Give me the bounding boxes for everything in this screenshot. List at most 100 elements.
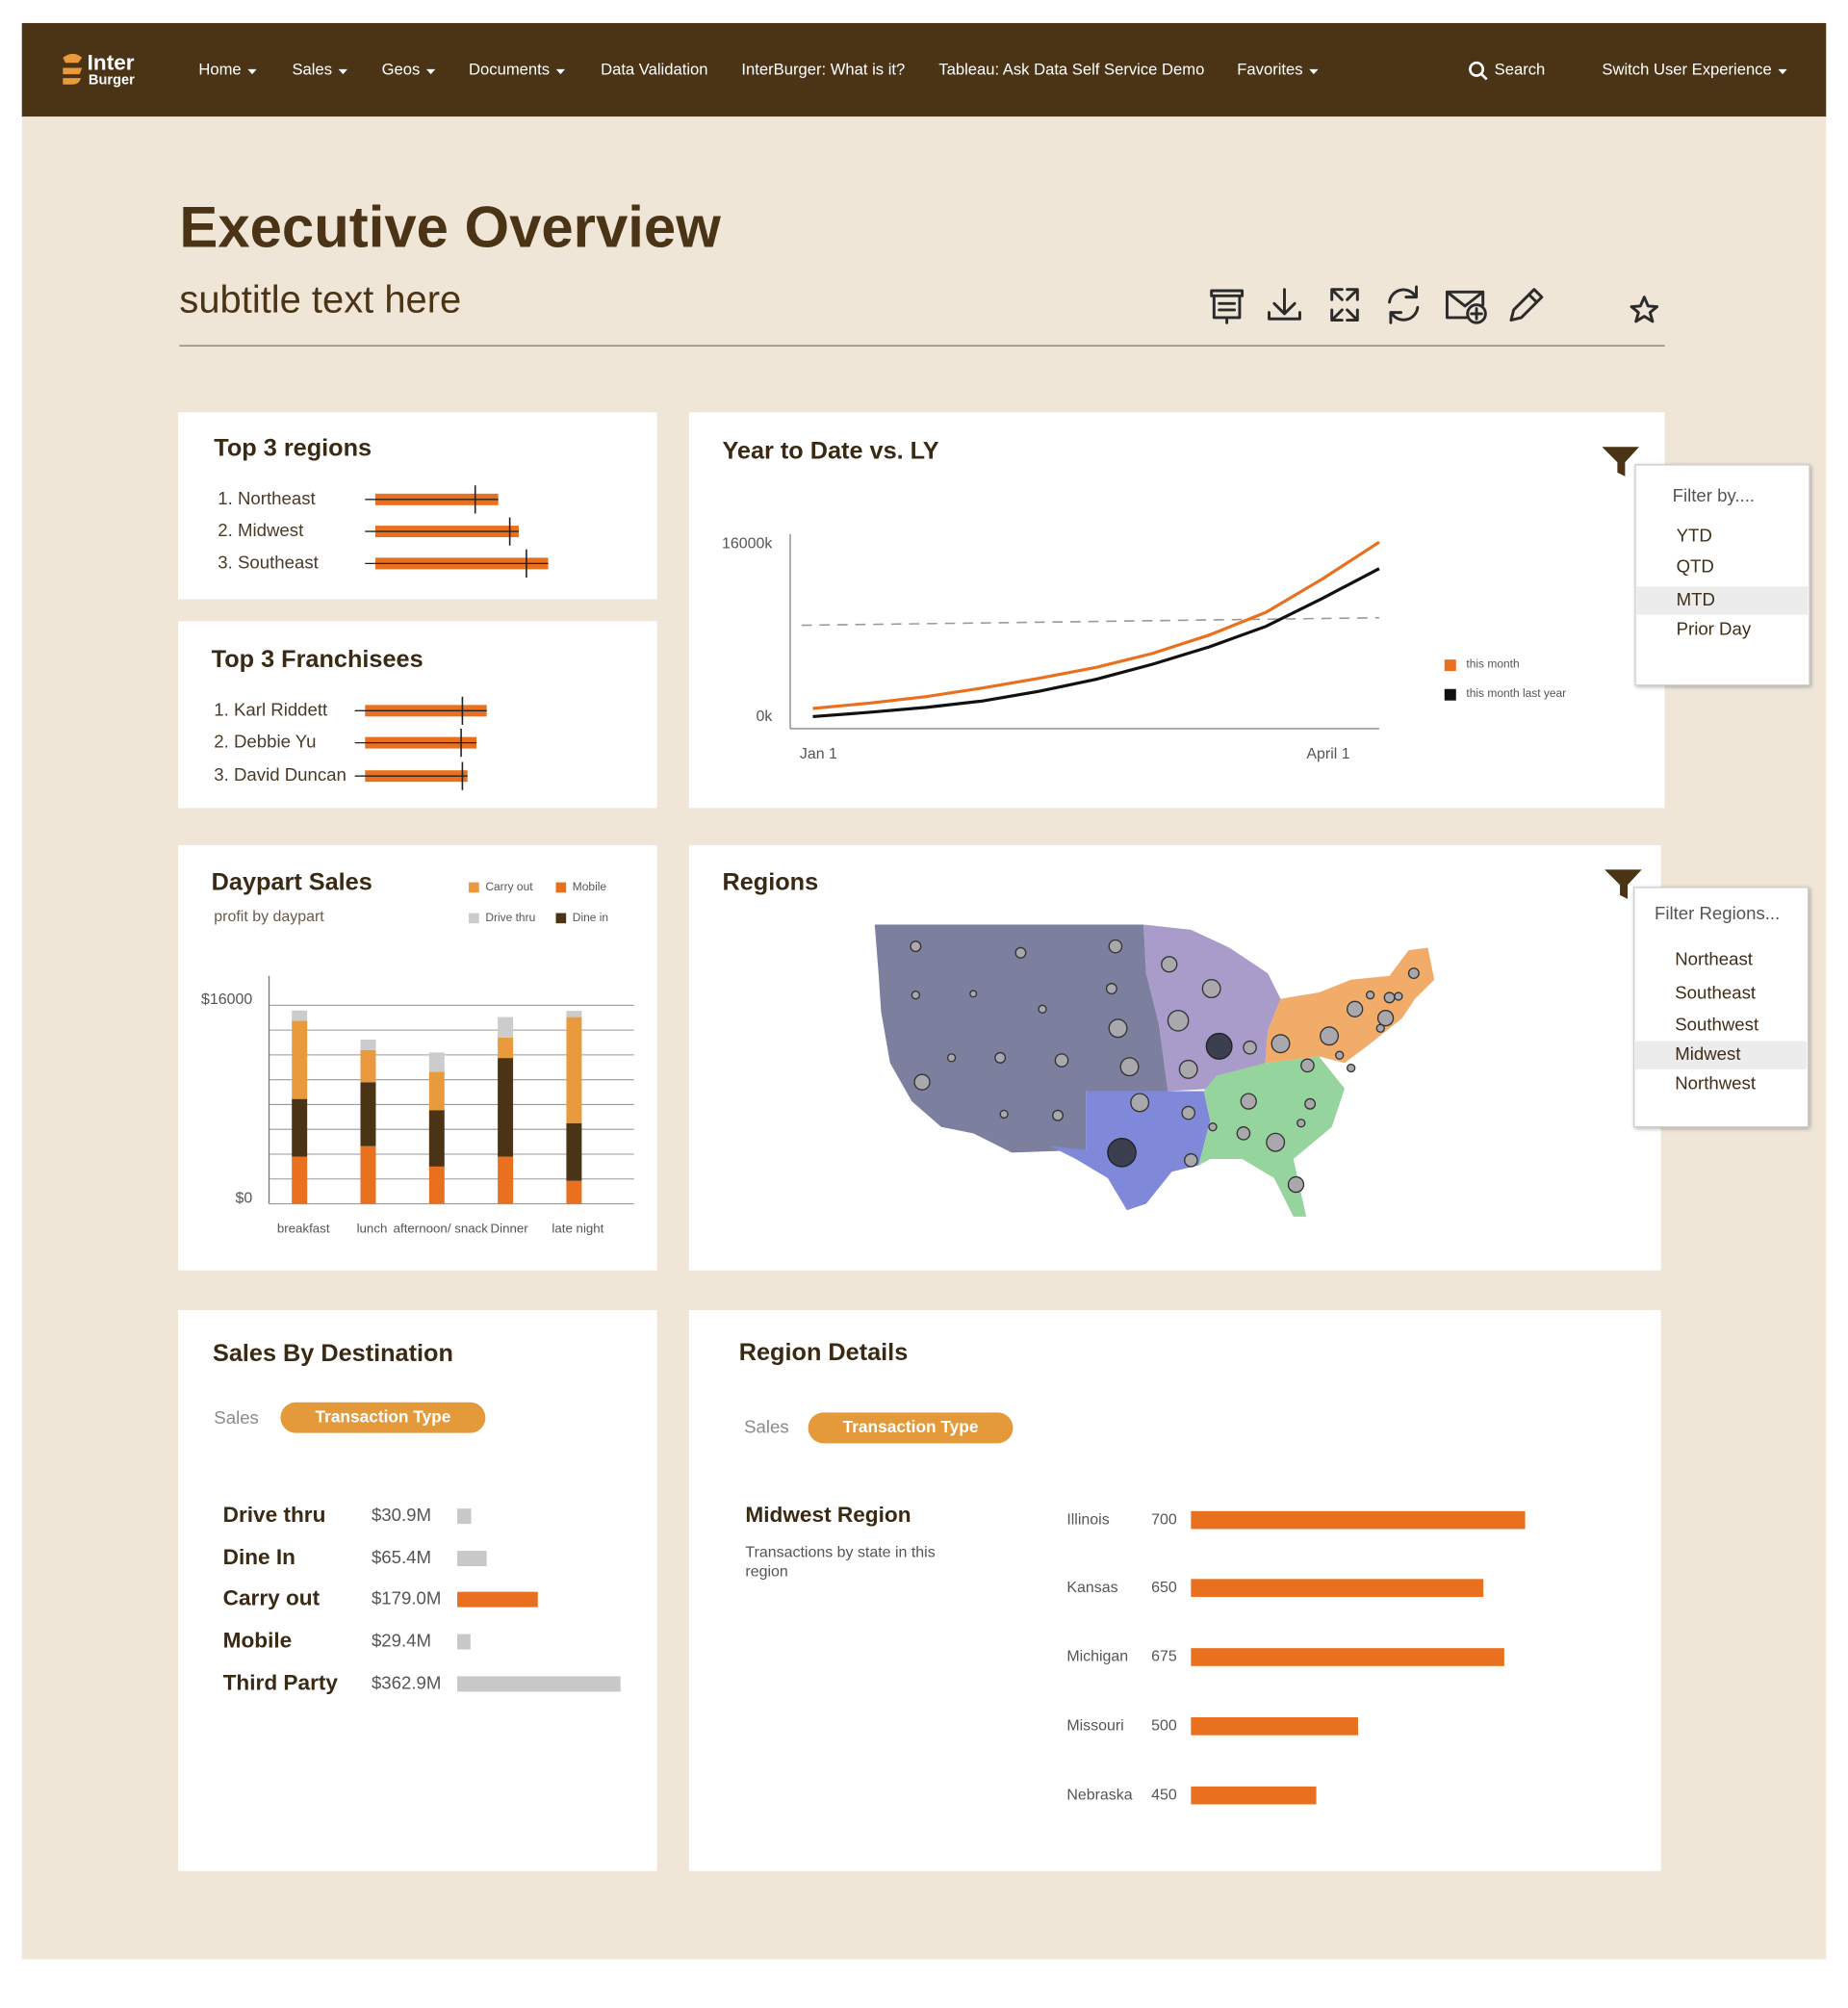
value-label: 650 xyxy=(1151,1580,1177,1596)
user-menu[interactable]: Switch User Experience xyxy=(1602,61,1771,79)
card-title: Regions xyxy=(722,869,818,896)
map-dot xyxy=(913,1073,931,1091)
value-label: $65.4M xyxy=(372,1547,431,1567)
filter-option[interactable]: Southwest xyxy=(1675,1015,1759,1035)
bar-segment xyxy=(428,1052,445,1072)
bar xyxy=(1191,1648,1504,1666)
bar-segment xyxy=(428,1110,445,1167)
bar xyxy=(457,1508,472,1525)
pill-label[interactable]: Transaction Type xyxy=(315,1406,450,1426)
map-dot xyxy=(1347,1063,1356,1073)
filter-option[interactable]: Northwest xyxy=(1675,1073,1757,1094)
legend-swatch xyxy=(555,882,567,893)
nav-item[interactable]: Tableau: Ask Data Self Service Demo xyxy=(938,61,1204,79)
nav-item[interactable]: InterBurger: What is it? xyxy=(741,61,905,79)
value-label: 700 xyxy=(1151,1511,1177,1528)
map-dot xyxy=(1167,1009,1190,1032)
nav-item[interactable]: Documents xyxy=(469,61,550,79)
filter-option[interactable]: MTD xyxy=(1677,589,1715,609)
nav-item[interactable]: Sales xyxy=(292,61,332,79)
filter-title: Filter Regions... xyxy=(1655,903,1780,923)
map-dot xyxy=(946,1053,957,1063)
pill[interactable] xyxy=(808,1412,1014,1444)
category-label: Dine In xyxy=(223,1545,295,1569)
description-box: Transactions by state in this region xyxy=(745,1543,935,1581)
bar xyxy=(457,1591,538,1608)
legend-swatch xyxy=(555,913,567,924)
nav-caret xyxy=(1309,68,1319,75)
search[interactable]: Search xyxy=(1495,61,1546,79)
logo-text: Burger xyxy=(89,73,135,89)
bar-segment xyxy=(498,1017,514,1038)
nav-caret xyxy=(338,68,347,75)
measure-label: Sales xyxy=(214,1407,259,1428)
logo[interactable]: Inter Burger xyxy=(63,50,135,89)
favorite-icon[interactable] xyxy=(1630,296,1659,323)
map-dot xyxy=(1130,1093,1150,1113)
map-dot xyxy=(1300,1058,1315,1073)
map-dot xyxy=(1105,983,1117,995)
measure-label: Sales xyxy=(744,1416,789,1436)
map-dot xyxy=(1320,1026,1340,1046)
map-dot xyxy=(1407,967,1420,980)
nav-item[interactable]: Favorites xyxy=(1237,61,1302,79)
card-title: Top 3 regions xyxy=(214,435,372,462)
card-title: Region Details xyxy=(739,1339,909,1366)
search-icon xyxy=(1469,61,1485,77)
bar xyxy=(1191,1579,1484,1597)
fullscreen-icon[interactable] xyxy=(1330,288,1359,322)
nav-caret xyxy=(555,68,566,75)
refresh-icon[interactable] xyxy=(1388,285,1420,324)
map-dot xyxy=(1296,1119,1306,1128)
map-dot xyxy=(999,1109,1009,1120)
card-title: Sales By Destination xyxy=(213,1340,453,1367)
pill-label[interactable]: Transaction Type xyxy=(843,1417,979,1436)
bar-segment xyxy=(566,1122,582,1181)
legend-swatch xyxy=(469,882,479,893)
category-label: Drive thru xyxy=(223,1503,326,1527)
filter-option[interactable]: QTD xyxy=(1677,555,1714,576)
filter-option[interactable]: YTD xyxy=(1677,525,1712,545)
search-icon xyxy=(1480,73,1488,81)
filter-icon[interactable] xyxy=(1604,869,1642,899)
x-tick-label: afternoon/ snack xyxy=(394,1222,489,1236)
map-dot xyxy=(1205,1032,1233,1060)
map-dot xyxy=(994,1051,1007,1064)
present-icon[interactable] xyxy=(1210,289,1245,324)
filter-option[interactable]: Northeast xyxy=(1675,949,1754,969)
pill[interactable] xyxy=(280,1402,486,1433)
value-label: 500 xyxy=(1151,1718,1177,1735)
category-label: Nebraska xyxy=(1066,1787,1132,1803)
filter-option[interactable]: Midwest xyxy=(1675,1043,1741,1064)
value-label: 450 xyxy=(1151,1787,1177,1803)
rank-label: 2. Debbie Yu xyxy=(214,732,316,752)
rank-label: 2. Midwest xyxy=(218,520,304,540)
bar xyxy=(457,1676,621,1692)
map-dot xyxy=(1014,946,1027,959)
rank-label: 1. Northeast xyxy=(218,488,316,508)
page-subtitle: subtitle text here xyxy=(179,279,461,322)
map-dot xyxy=(1108,1018,1128,1039)
nav-item[interactable]: Geos xyxy=(382,61,421,79)
nav-item[interactable]: Home xyxy=(198,61,241,79)
x-tick-label: breakfast xyxy=(277,1222,330,1236)
legend-swatch xyxy=(1444,659,1456,672)
edit-icon[interactable] xyxy=(1509,288,1544,322)
map-dot xyxy=(969,990,978,998)
filter-option[interactable]: Southeast xyxy=(1675,982,1757,1002)
map-dot xyxy=(1394,991,1403,1001)
legend-label: Dine in xyxy=(573,911,608,924)
subscribe-icon[interactable] xyxy=(1445,290,1487,324)
card-title: Top 3 Franchisees xyxy=(212,646,424,673)
filter-icon[interactable] xyxy=(1602,447,1640,476)
category-label: Carry out xyxy=(223,1586,321,1610)
region-west[interactable] xyxy=(874,924,1168,1153)
line-series xyxy=(812,540,1380,710)
filter-option[interactable]: Prior Day xyxy=(1677,618,1752,638)
filter-title: Filter by.... xyxy=(1673,485,1755,505)
rank-label: 3. Southeast xyxy=(218,552,319,572)
legend-swatch xyxy=(469,913,479,924)
nav-item[interactable]: Data Validation xyxy=(601,61,707,79)
download-icon[interactable] xyxy=(1268,288,1301,321)
map-dot xyxy=(1236,1126,1251,1141)
